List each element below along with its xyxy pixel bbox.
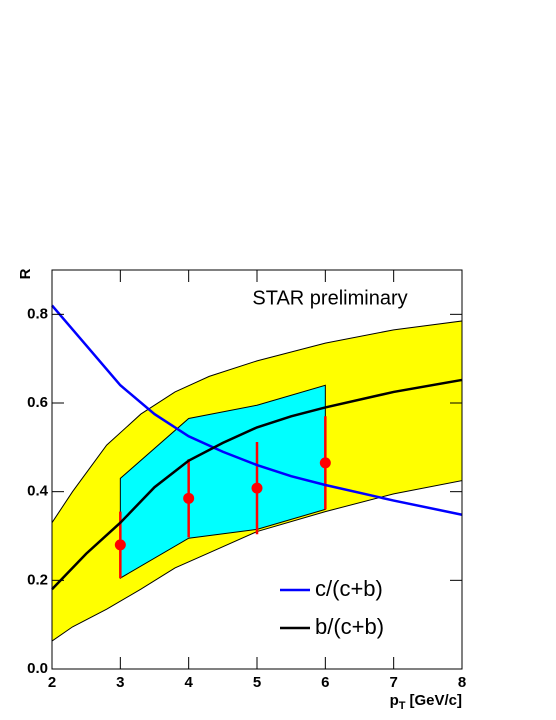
x-tick-label: 3 <box>116 674 124 691</box>
x-label-unit: [GeV/c] <box>409 692 462 709</box>
series-line <box>51 378 463 591</box>
x-tick-label: 5 <box>253 674 261 691</box>
y-tick-label: 0.4 <box>27 483 49 500</box>
annotation: STAR preliminary <box>252 287 407 309</box>
x-tick-label: 7 <box>389 674 397 691</box>
x-axis-label: pT [GeV/c] <box>390 692 462 712</box>
y-tick-label: 0.8 <box>27 305 48 322</box>
y-tick-label: 0.0 <box>27 660 48 677</box>
data-point <box>319 457 331 469</box>
legend-label: c/(c+b) <box>315 576 383 601</box>
y-tick-label: 0.2 <box>27 571 48 588</box>
series-line <box>51 304 463 516</box>
x-tick-label: 2 <box>48 674 56 691</box>
x-label-main: p <box>390 692 399 709</box>
x-label-sub: T <box>399 700 406 712</box>
y-tick-label: 0.6 <box>27 394 48 411</box>
data-point <box>183 492 195 504</box>
legend-label: b/(c+b) <box>315 614 384 639</box>
data-point <box>251 482 263 494</box>
y-axis-label: R <box>17 268 34 279</box>
x-tick-label: 6 <box>321 674 329 691</box>
x-tick-label: 8 <box>458 674 466 691</box>
data-point <box>114 539 126 551</box>
x-tick-label: 4 <box>184 674 193 691</box>
